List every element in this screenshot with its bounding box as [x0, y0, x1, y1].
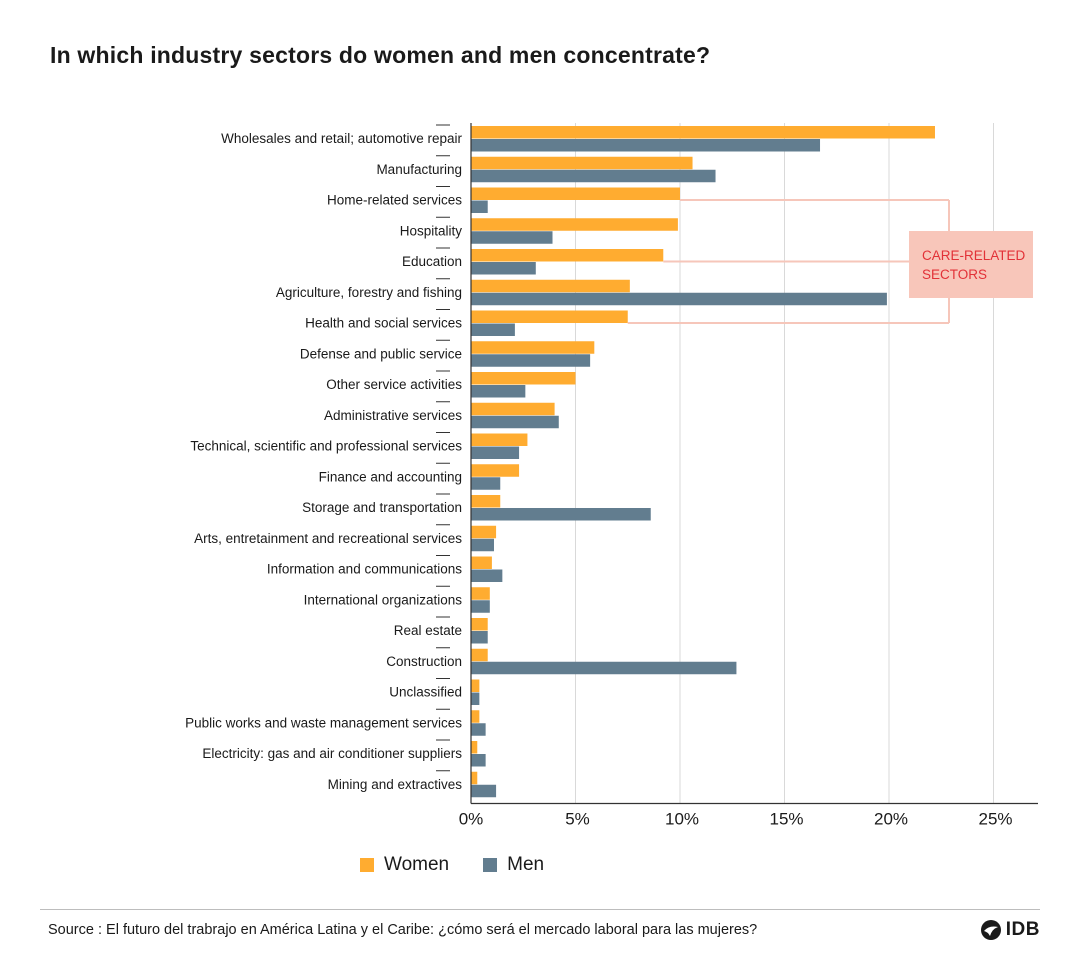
bar-women — [471, 402, 555, 416]
idb-logo[interactable]: IDB — [980, 919, 1040, 941]
bar-women — [471, 372, 576, 385]
category-label: Education — [402, 254, 462, 269]
bar-women — [471, 464, 520, 477]
bar-chart: Wholesales and retail; automotive repair… — [185, 123, 1038, 829]
bar-men — [471, 200, 488, 213]
bar-men — [471, 723, 486, 736]
bar-men — [471, 508, 651, 521]
bar-men — [471, 231, 553, 244]
bar-men — [471, 354, 591, 367]
category-label: Finance and accounting — [319, 469, 462, 484]
category-label: Health and social services — [305, 316, 462, 331]
men-swatch — [483, 858, 498, 872]
bar-women — [471, 648, 488, 662]
bar-men — [471, 169, 716, 183]
bar-women — [471, 679, 480, 692]
category-label: Storage and transportation — [302, 500, 462, 515]
footer-divider — [40, 909, 1040, 910]
annotation-box — [909, 231, 1033, 298]
source-note: Source : El futuro del trabrajo en Améri… — [48, 922, 758, 938]
bar-women — [471, 741, 478, 754]
bar-men — [471, 415, 559, 429]
category-label: Agriculture, forestry and fishing — [276, 285, 462, 300]
category-label: Other service activities — [326, 377, 462, 392]
bar-men — [471, 323, 515, 336]
bar-men — [471, 385, 526, 398]
women-swatch — [360, 858, 374, 872]
bar-women — [471, 618, 488, 631]
x-tick-label: 15% — [769, 810, 803, 829]
chart-title: In which industry sectors do women and m… — [50, 42, 711, 68]
category-label: Construction — [386, 654, 462, 669]
category-label: Public works and waste management servic… — [185, 715, 462, 730]
bar-men — [471, 477, 501, 490]
category-label: Administrative services — [324, 408, 462, 423]
bar-women — [471, 249, 664, 262]
category-label: Defense and public service — [300, 346, 462, 361]
bar-men — [471, 262, 536, 275]
x-tick-label: 0% — [459, 810, 484, 829]
x-tick-label: 10% — [665, 810, 699, 829]
category-label: Hospitality — [400, 223, 463, 238]
bar-women — [471, 495, 501, 508]
bar-men — [471, 692, 480, 705]
bar-men — [471, 784, 497, 798]
category-label: Home-related services — [327, 193, 462, 208]
bar-women — [471, 341, 595, 354]
bar-men — [471, 661, 737, 675]
category-label: Information and communications — [267, 562, 462, 577]
x-tick-label: 5% — [565, 810, 590, 829]
bar-men — [471, 600, 490, 613]
bar-men — [471, 139, 821, 152]
bar-women — [471, 710, 480, 723]
idb-logo-text: IDB — [1005, 919, 1040, 940]
bar-men — [471, 292, 887, 306]
bar-women — [471, 156, 693, 170]
legend-label-men: Men — [507, 854, 545, 875]
category-label: Manufacturing — [376, 162, 462, 177]
legend-item-men[interactable]: Men — [483, 854, 544, 876]
bar-women — [471, 771, 478, 785]
bar-women — [471, 525, 497, 539]
bar-men — [471, 446, 520, 459]
bar-women — [471, 218, 678, 231]
category-label: Mining and extractives — [328, 777, 463, 792]
bar-women — [471, 587, 490, 600]
bar-women — [471, 187, 680, 200]
annotation-text: SECTORS — [922, 267, 987, 282]
idb-logo-icon — [980, 920, 1001, 940]
legend: Women Men — [360, 854, 544, 876]
category-label: Unclassified — [389, 685, 462, 700]
bar-women — [471, 279, 630, 293]
legend-label-women: Women — [384, 854, 450, 875]
x-tick-label: 20% — [874, 810, 908, 829]
bar-men — [471, 631, 488, 644]
category-label: Wholesales and retail; automotive repair — [221, 131, 462, 146]
category-label: Real estate — [394, 623, 462, 638]
bar-men — [471, 538, 494, 552]
category-label: Arts, entretainment and recreational ser… — [194, 531, 462, 546]
category-label: Electricity: gas and air conditioner sup… — [202, 746, 462, 761]
bar-women — [471, 556, 492, 569]
category-label: International organizations — [304, 592, 463, 607]
bar-men — [471, 569, 503, 582]
bar-women — [471, 433, 528, 446]
bar-women — [471, 126, 935, 139]
legend-item-women[interactable]: Women — [360, 854, 449, 876]
bar-men — [471, 754, 486, 767]
category-label: Technical, scientific and professional s… — [190, 439, 462, 454]
x-tick-label: 25% — [978, 810, 1012, 829]
bar-women — [471, 310, 628, 323]
annotation-text: CARE-RELATED — [922, 248, 1026, 263]
